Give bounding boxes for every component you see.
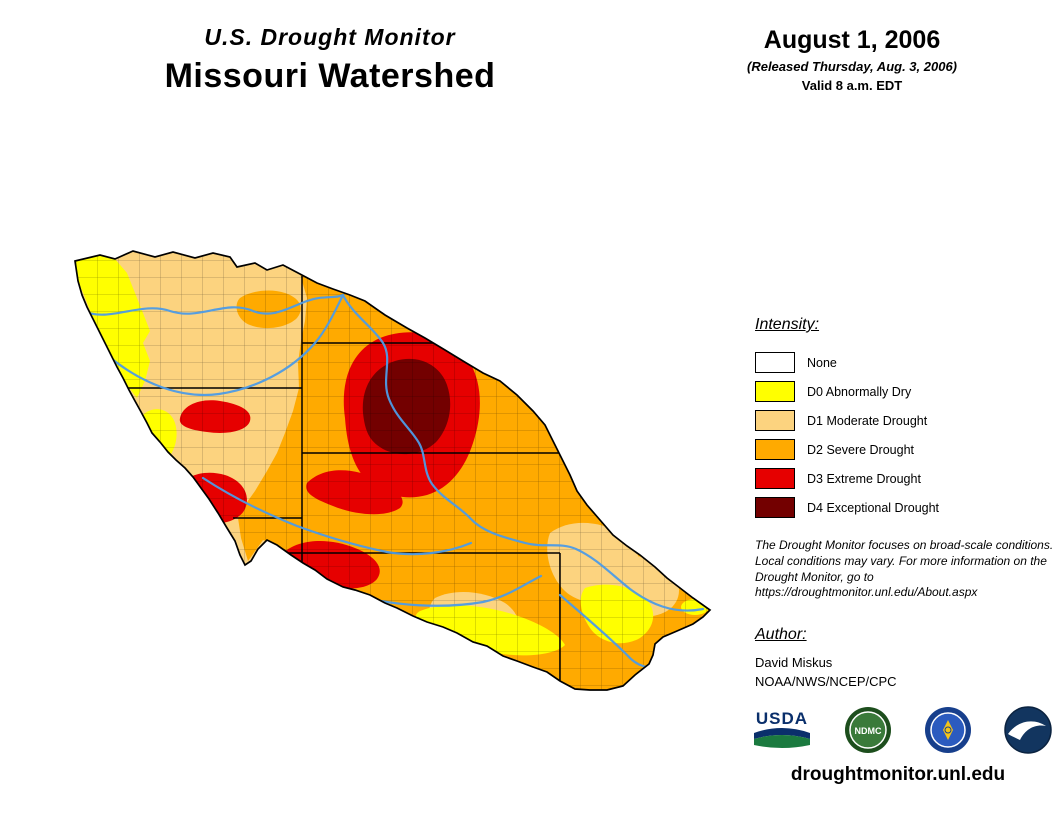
author-org: NOAA/NWS/NCEP/CPC bbox=[755, 673, 897, 689]
legend-swatch-d0 bbox=[755, 381, 795, 402]
valid-time: Valid 8 a.m. EDT bbox=[801, 78, 903, 93]
date-block: August 1, 2006 (Released Thursday, Aug. … bbox=[722, 26, 982, 93]
legend-label-d2: D2 Severe Drought bbox=[807, 442, 915, 457]
legend-swatch-d2 bbox=[755, 439, 795, 460]
county-grid bbox=[75, 251, 710, 690]
usda-swoosh-icon bbox=[754, 727, 810, 748]
legend-label-d1: D1 Moderate Drought bbox=[807, 413, 928, 428]
legend-item-d0: D0 Abnormally Dry bbox=[755, 377, 1055, 406]
legend-item-d1: D1 Moderate Drought bbox=[755, 406, 1055, 435]
map-date: August 1, 2006 bbox=[763, 26, 941, 54]
legend-swatch-none bbox=[755, 352, 795, 373]
noaa-logo bbox=[1004, 706, 1052, 754]
header-title-block: U.S. Drought Monitor Missouri Watershed bbox=[90, 24, 570, 96]
legend-item-d2: D2 Severe Drought bbox=[755, 435, 1055, 464]
footer-url: droughtmonitor.unl.edu bbox=[790, 764, 1006, 785]
noaa-logo-icon bbox=[1004, 706, 1052, 754]
legend-label-d3: D3 Extreme Drought bbox=[807, 471, 921, 486]
logo-row: USDA NDMC bbox=[752, 706, 1052, 754]
author-name: David Miskus bbox=[755, 655, 833, 670]
ndmc-logo-icon: NDMC bbox=[845, 707, 891, 753]
legend-swatch-d1 bbox=[755, 410, 795, 431]
nws-ncep-logo bbox=[924, 706, 972, 754]
state-borders bbox=[115, 276, 575, 690]
watershed-outline bbox=[74, 250, 712, 691]
usda-logo-text: USDA bbox=[755, 708, 809, 728]
usdm-title: U.S. Drought Monitor bbox=[204, 24, 456, 50]
release-date: (Released Thursday, Aug. 3, 2006) bbox=[747, 59, 957, 74]
kansas-river bbox=[353, 574, 543, 607]
author-title: Author: bbox=[755, 626, 807, 643]
legend-item-d4: D4 Exceptional Drought bbox=[755, 493, 1055, 522]
disclaimer-text: The Drought Monitor focuses on broad-sca… bbox=[755, 538, 1054, 600]
missouri-river-main bbox=[341, 293, 705, 612]
missouri-river-upper bbox=[81, 293, 345, 316]
legend-swatch-d4 bbox=[755, 497, 795, 518]
svg-text:NDMC: NDMC bbox=[855, 726, 882, 736]
author-block: Author: David Miskus NOAA/NWS/NCEP/CPC bbox=[755, 626, 897, 692]
legend: Intensity: None D0 Abnormally Dry D1 Mod… bbox=[755, 316, 1055, 522]
legend-item-d3: D3 Extreme Drought bbox=[755, 464, 1055, 493]
legend-label-none: None bbox=[807, 355, 837, 370]
ndmc-logo: NDMC bbox=[844, 706, 892, 754]
yellowstone-river bbox=[105, 293, 345, 397]
nws-ncep-logo-icon bbox=[925, 707, 971, 753]
legend-item-none: None bbox=[755, 348, 1055, 377]
legend-label-d0: D0 Abnormally Dry bbox=[807, 384, 912, 399]
legend-title: Intensity: bbox=[755, 316, 820, 333]
legend-label-d4: D4 Exceptional Drought bbox=[807, 500, 940, 515]
drought-map bbox=[55, 243, 723, 711]
usda-logo: USDA bbox=[752, 710, 812, 751]
drought-map-svg bbox=[74, 250, 712, 691]
legend-swatch-d3 bbox=[755, 468, 795, 489]
platte-river bbox=[201, 476, 473, 556]
region-title: Missouri Watershed bbox=[164, 57, 496, 95]
